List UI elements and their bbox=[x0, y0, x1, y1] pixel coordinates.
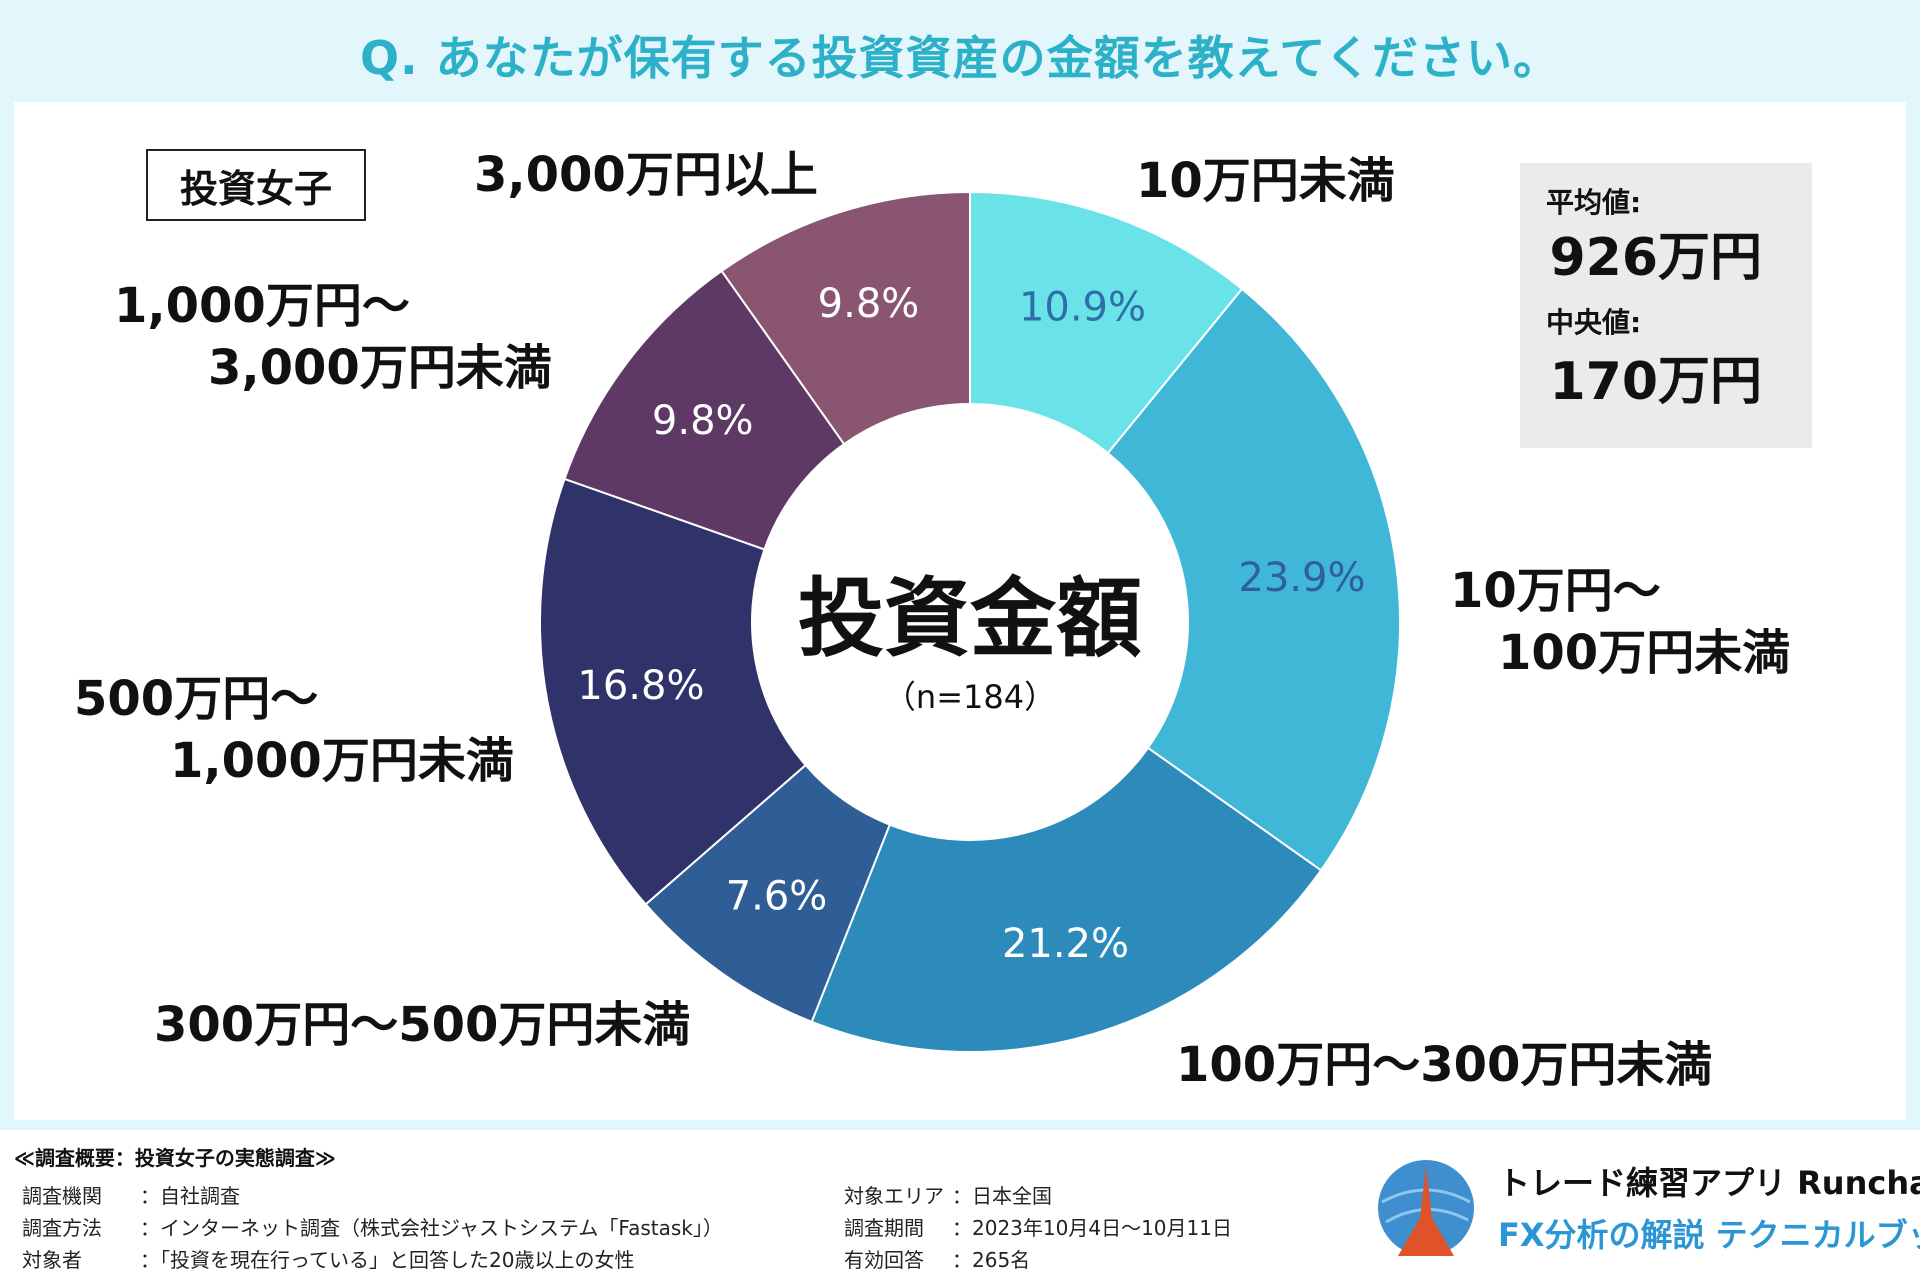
outer-label-over-3000man: 3,000万円以上 bbox=[474, 144, 818, 206]
median-label: 中央値: bbox=[1546, 306, 1642, 339]
outer-label-100-300man: 100万円〜300万円未満 bbox=[1176, 1034, 1712, 1096]
donut-chart: 10.9% 23.9% 21.2% 7.6% 16.8% 9.8% 9.8% 投資金額 （n… bbox=[539, 190, 1401, 1053]
frame-right bbox=[1906, 102, 1920, 1120]
outer-label-300-500man: 300万円〜500万円未満 bbox=[154, 994, 690, 1056]
donut-slices bbox=[539, 190, 1401, 1053]
survey-value: ：日本全国 bbox=[952, 1184, 1052, 1208]
mean-label: 平均値: bbox=[1546, 186, 1642, 219]
survey-value: ：「投資を現在行っている」と回答した20歳以上の女性 bbox=[140, 1248, 635, 1272]
center-n: （n=184） bbox=[884, 678, 1056, 716]
donut-hole bbox=[752, 404, 1188, 840]
frame-bottom bbox=[0, 1120, 1920, 1130]
survey-key: 有効回答 bbox=[844, 1248, 924, 1272]
brand-book-name: FX分析の解説 テクニカルブック bbox=[1498, 1216, 1920, 1254]
frame-left bbox=[0, 102, 14, 1120]
footer bbox=[0, 1130, 1920, 1280]
segment-badge: 投資女子 bbox=[146, 149, 366, 221]
percent-label-3: 7.6% bbox=[726, 873, 828, 919]
percent-label-4: 16.8% bbox=[577, 663, 704, 709]
outer-label-line: 100万円未満 bbox=[1498, 625, 1791, 681]
percent-labels: 10.9% 23.9% 21.2% 7.6% 16.8% 9.8% 9.8% bbox=[577, 281, 1365, 967]
brand-app-name: トレード練習アプリ Runcha bbox=[1498, 1164, 1920, 1202]
outer-label-line: 100万円〜300万円未満 bbox=[1176, 1037, 1713, 1093]
survey-key: 調査方法 bbox=[22, 1216, 102, 1240]
outer-label-line: 1,000万円未満 bbox=[170, 733, 514, 789]
percent-label-6: 9.8% bbox=[818, 281, 920, 327]
survey-key: 調査機関 bbox=[22, 1184, 102, 1208]
survey-heading: ≪調査概要：投資女子の実態調査≫ bbox=[14, 1146, 336, 1170]
survey-key: 調査期間 bbox=[844, 1216, 924, 1240]
runcha-logo-icon bbox=[1378, 1160, 1474, 1256]
center-title: 投資金額 bbox=[798, 569, 1142, 669]
percent-label-5: 9.8% bbox=[652, 398, 754, 444]
percent-label-1: 23.9% bbox=[1238, 555, 1365, 601]
percent-label-0: 10.9% bbox=[1019, 284, 1146, 330]
survey-value: ：265名 bbox=[952, 1248, 1031, 1272]
outer-label-line: 3,000万円未満 bbox=[208, 340, 552, 396]
outer-label-10-100man: 10万円〜 100万円未満 bbox=[1450, 560, 1790, 684]
outer-label-line: 500万円〜 bbox=[74, 671, 319, 727]
stats-box: 平均値: 926万円 中央値: 170万円 bbox=[1520, 163, 1812, 448]
outer-label-line: 1,000万円〜 bbox=[114, 278, 410, 334]
question-title: Q. あなたが保有する投資資産の金額を教えてください。 bbox=[360, 31, 1560, 85]
title-band bbox=[0, 0, 1920, 102]
survey-value: ：インターネット調査（株式会社ジャストシステム「Fastask」） bbox=[140, 1216, 723, 1240]
survey-value: ：2023年10月4日〜10月11日 bbox=[952, 1216, 1232, 1240]
survey-value: ：自社調査 bbox=[140, 1184, 240, 1208]
outer-label-line: 10万円未満 bbox=[1136, 153, 1395, 209]
outer-label-line: 300万円〜500万円未満 bbox=[154, 997, 691, 1053]
survey-key: 対象エリア bbox=[844, 1184, 944, 1208]
outer-label-500-1000man: 500万円〜 1,000万円未満 bbox=[74, 668, 514, 792]
median-value: 170万円 bbox=[1549, 352, 1762, 412]
percent-label-2: 21.2% bbox=[1002, 921, 1129, 967]
mean-value: 926万円 bbox=[1549, 228, 1762, 288]
outer-label-line: 10万円〜 bbox=[1450, 563, 1661, 619]
outer-label-1000-3000man: 1,000万円〜 3,000万円未満 bbox=[114, 275, 552, 399]
survey-key: 対象者 bbox=[22, 1248, 82, 1272]
outer-label-under-10man: 10万円未満 bbox=[1136, 150, 1395, 212]
outer-label-line: 3,000万円以上 bbox=[474, 147, 818, 203]
